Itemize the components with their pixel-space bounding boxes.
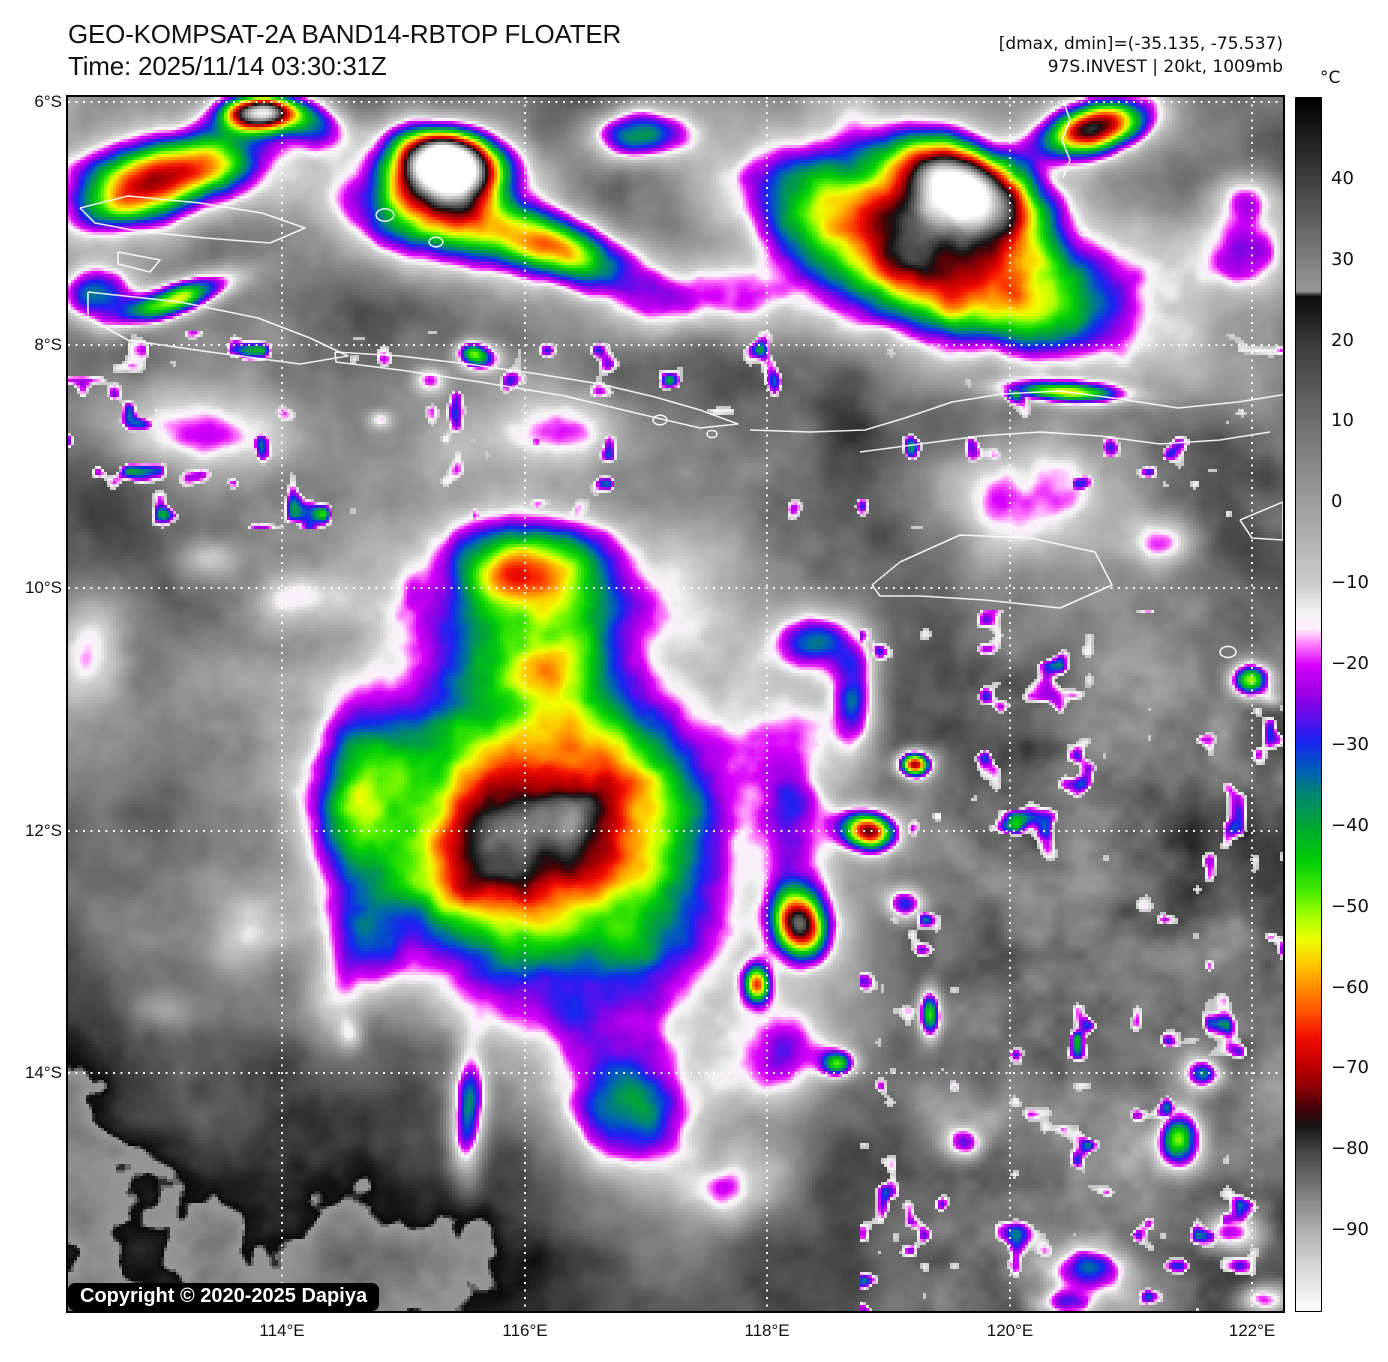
product-title: GEO-KOMPSAT-2A BAND14-RBTOP FLOATER: [68, 19, 622, 49]
lat-tick-label: 10°S: [24, 578, 62, 597]
colorbar-tick-label: −50: [1331, 895, 1369, 917]
colorbar-tick-label: 20: [1331, 329, 1354, 351]
colorbar-tick-label: 0: [1331, 491, 1343, 513]
colorbar-tick-label: −70: [1331, 1057, 1369, 1079]
colorbar-tick-label: −30: [1331, 733, 1369, 755]
lon-tick-label: 120°E: [986, 1321, 1034, 1340]
lat-tick-label: 12°S: [24, 821, 62, 840]
lon-tick-label: 118°E: [744, 1321, 790, 1340]
satellite-image-canvas: [68, 97, 1283, 1311]
dmax-dmin-readout: [dmax, dmin]=(-35.135, -75.537): [998, 34, 1283, 54]
colorbar: [1295, 97, 1322, 1312]
colorbar-tick-label: 30: [1331, 248, 1354, 270]
colorbar-unit-label: °C: [1320, 68, 1341, 88]
colorbar-tick-label: 10: [1331, 410, 1354, 432]
lat-tick-label: 6°S: [34, 92, 62, 111]
colorbar-tick-label: −20: [1331, 653, 1369, 675]
colorbar-tick-label: 40: [1331, 167, 1354, 189]
product-time: Time: 2025/11/14 03:30:31Z: [68, 51, 387, 81]
colorbar-tick-label: −80: [1331, 1138, 1369, 1160]
copyright-badge: Copyright © 2020-2025 Dapiya: [68, 1283, 380, 1311]
lat-tick-label: 8°S: [34, 335, 62, 354]
lon-tick-label: 116°E: [502, 1321, 548, 1340]
lon-tick-label: 122°E: [1228, 1321, 1276, 1340]
colorbar-tick-label: −40: [1331, 814, 1369, 836]
satellite-map-frame: Copyright © 2020-2025 Dapiya: [66, 95, 1285, 1313]
lon-tick-label: 114°E: [259, 1321, 305, 1340]
storm-info-readout: 97S.INVEST | 20kt, 1009mb: [1047, 57, 1283, 77]
colorbar-tick-label: −10: [1331, 572, 1369, 594]
colorbar-tick-label: −90: [1331, 1219, 1369, 1241]
colorbar-tick-label: −60: [1331, 976, 1369, 998]
lat-tick-label: 14°S: [24, 1063, 62, 1082]
